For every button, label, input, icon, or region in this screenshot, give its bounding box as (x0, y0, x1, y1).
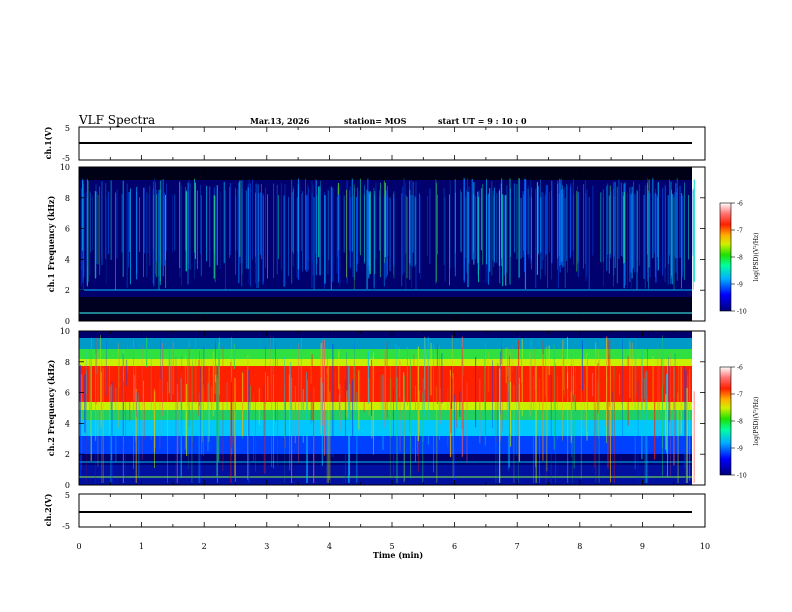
colorbar-tick-label: -7 (737, 392, 743, 399)
colorbar-tick-label: -10 (737, 473, 747, 480)
y-tick-label: 10 (60, 327, 70, 336)
x-tick-label: 7 (515, 542, 520, 551)
colorbar-label: log(PSD)(V²/Hz) (753, 397, 760, 446)
colorbar-tick-label: -10 (737, 309, 747, 316)
y-tick-label: 6 (65, 225, 70, 234)
y-axis-label: ch.1(V) (43, 126, 53, 159)
x-tick-label: 4 (327, 542, 332, 551)
y-tick-label: -5 (62, 154, 70, 163)
colorbar-tick-label: -8 (737, 255, 743, 262)
y-tick-label: 8 (65, 194, 70, 203)
panel-ch2-waveform: 5 -5 ch.2(V) 0 1 2 3 4 5 6 7 8 9 10 (43, 491, 710, 551)
band-cyan (79, 338, 692, 349)
top-band (79, 167, 692, 180)
y-tick-label: 0 (65, 481, 70, 490)
chart-title: VLF Spectra (79, 113, 156, 127)
band-cyan (79, 420, 692, 436)
colorbar-label: log(PSD)(V²/Hz) (753, 233, 760, 282)
x-tick-label: 6 (452, 542, 457, 551)
panel-ch1-waveform: 5 -5 ch.1(V) (43, 124, 706, 163)
x-tick-label: 1 (139, 542, 144, 551)
start-time-label: start UT = 9 : 10 : 0 (438, 116, 527, 126)
x-tick-label: 2 (202, 542, 207, 551)
y-tick-label: 6 (65, 389, 70, 398)
colorbar-tick-label: -6 (737, 365, 743, 372)
spectrogram-streaks (79, 335, 695, 483)
x-tick-label: 9 (640, 542, 645, 551)
colorbar (719, 202, 732, 312)
panel-ch2-spectrogram: 0 2 4 6 8 10 ch.2 Frequency (kHz) -6 -7 -8 -9 -10… (46, 327, 760, 490)
x-tick-label: 5 (389, 542, 394, 551)
colorbar-tick-label: -8 (737, 419, 743, 426)
y-tick-label: 4 (65, 419, 70, 428)
date-label: Mar.13, 2026 (250, 116, 310, 126)
x-tick-label: 0 (76, 542, 81, 551)
band-dark (79, 465, 692, 485)
x-axis-label: Time (min) (373, 550, 423, 560)
x-tick-label: 8 (577, 542, 582, 551)
spectrogram-streaks (80, 178, 695, 290)
y-axis-label: ch.2 Frequency (kHz) (46, 360, 56, 457)
y-tick-label: 8 (65, 358, 70, 367)
colorbar-tick-label: -7 (737, 228, 743, 235)
y-tick-label: 2 (65, 286, 70, 295)
station-label: station= MOS (344, 116, 407, 126)
y-axis-label: ch.2(V) (43, 493, 53, 526)
y-tick-label: 5 (65, 124, 70, 133)
low-band (79, 297, 692, 321)
panel-ch1-spectrogram: 0 2 4 6 8 10 ch.1 Frequency (kHz) -6 -7 -8 -9 -10… (46, 163, 760, 326)
y-tick-label: 0 (65, 317, 70, 326)
colorbar-tick-label: -6 (737, 201, 743, 208)
y-tick-label: 4 (65, 255, 70, 264)
colorbar-tick-label: -9 (737, 446, 743, 453)
y-axis-label: ch.1 Frequency (kHz) (46, 196, 56, 293)
colorbar-tick-label: -9 (737, 282, 743, 289)
colorbar (719, 366, 732, 476)
y-tick-label: 10 (60, 163, 70, 172)
panel-frame (78, 493, 706, 528)
y-tick-label: 5 (65, 491, 70, 500)
x-tick-label: 3 (264, 542, 269, 551)
band-blue (79, 436, 692, 454)
y-tick-label: 2 (65, 450, 70, 459)
y-tick-label: -5 (62, 522, 70, 531)
x-tick-label: 10 (700, 542, 710, 551)
